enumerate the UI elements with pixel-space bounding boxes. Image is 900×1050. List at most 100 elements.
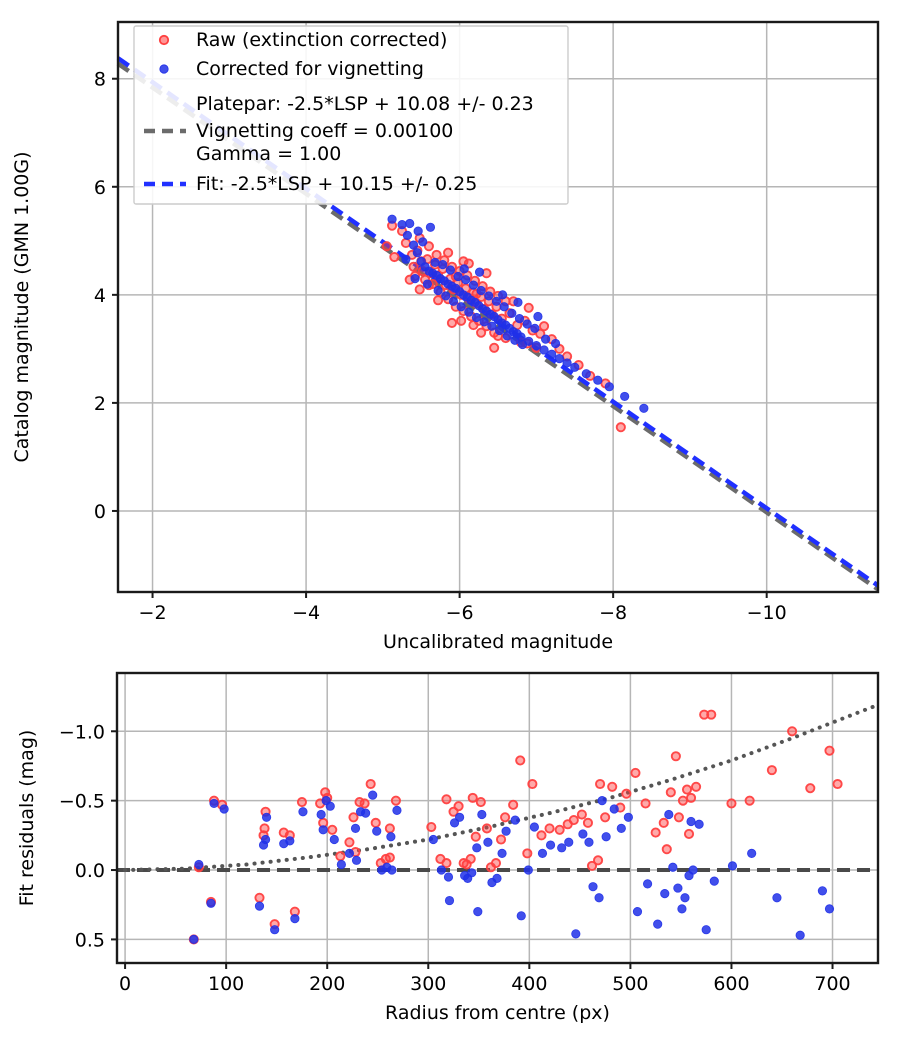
scatter-point: [467, 792, 478, 803]
x-tick-label: 700: [814, 973, 850, 995]
scatter-point: [492, 873, 502, 883]
scatter-point: [709, 876, 719, 886]
scatter-point: [433, 285, 443, 296]
series-corrected-for-vignetting: [189, 790, 835, 945]
scatter-point: [694, 819, 704, 829]
scatter-point: [673, 883, 683, 893]
scatter-point: [325, 801, 335, 811]
scatter-point: [408, 240, 419, 250]
scatter-point: [593, 855, 604, 866]
scatter-point: [445, 265, 456, 275]
scatter-point: [824, 904, 835, 914]
scatter-point: [581, 369, 591, 379]
data-points: [381, 214, 649, 433]
legend-entry-label: Corrected for vignetting: [196, 58, 424, 80]
scatter-point: [726, 798, 737, 809]
x-tick-label: 300: [410, 973, 446, 995]
scatter-point: [578, 829, 588, 839]
tick-labels: 0 100 200 300 400 500 600 700 0.5 0.0 −0.5 −1.0: [59, 721, 851, 995]
scatter-point: [490, 858, 502, 869]
y-axis-label: Catalog magnitude (GMN 1.00G): [11, 151, 33, 462]
series-corrected-for-vignetting: [387, 214, 649, 413]
scatter-point: [336, 859, 346, 870]
scatter-point: [285, 836, 295, 846]
residuals-panel-axes: 0 100 200 300 400 500 600 700 0.5 0.0 −0.5 −1.0 Radi…: [16, 671, 880, 1024]
scatter-point: [545, 840, 556, 850]
scatter-point: [544, 823, 555, 834]
scatter-point: [664, 809, 674, 820]
x-axis-label: Radius from centre (px): [385, 1002, 610, 1024]
x-tick-label: −2: [139, 602, 167, 624]
scatter-point: [660, 889, 670, 899]
scatter-point: [458, 256, 469, 267]
scatter-point: [570, 362, 580, 372]
scatter-point: [515, 755, 526, 766]
scatter-point: [594, 893, 604, 903]
scatter-point: [414, 284, 425, 295]
scatter-point: [601, 832, 611, 842]
scatter-point: [621, 788, 632, 799]
legend-entry: Corrected for vignetting: [159, 58, 424, 80]
scatter-point: [430, 257, 440, 268]
photometry-panel-axes: −2 −4 −6 −8 −10 0 2 4 6 8 Uncalibrated magnitude Ca…: [11, 20, 880, 653]
scatter-point: [595, 778, 606, 790]
x-tick-label: −10: [747, 602, 787, 624]
x-tick-label: 0: [119, 973, 131, 995]
scatter-point: [400, 237, 411, 249]
scatter-point: [372, 826, 382, 836]
scatter-point: [483, 837, 493, 847]
scatter-point: [408, 261, 419, 272]
scatter-point: [384, 823, 395, 834]
scatter-point: [476, 327, 487, 338]
x-tick-label: 600: [713, 973, 749, 995]
scatter-point: [501, 826, 511, 836]
scatter-point: [327, 824, 338, 835]
scatter-point: [361, 808, 371, 818]
scatter-point: [491, 296, 502, 306]
scatter-point: [513, 297, 523, 308]
scatter-point: [428, 834, 438, 845]
scatter-point: [423, 241, 434, 252]
scatter-point: [464, 307, 474, 317]
scatter-point: [500, 812, 511, 823]
scatter-point: [494, 325, 505, 336]
scatter-point: [351, 855, 362, 865]
scatter-point: [620, 391, 630, 402]
x-tick-label: −8: [599, 602, 627, 624]
scatter-point: [522, 319, 532, 329]
scatter-point: [640, 798, 651, 809]
scatter-point: [630, 767, 641, 778]
legend-box: Raw (extinction corrected) Corrected for …: [133, 25, 569, 205]
x-tick-label: 400: [511, 973, 547, 995]
scatter-point: [474, 267, 485, 277]
scatter-point: [650, 827, 661, 838]
scatter-point: [653, 919, 663, 929]
legend-marker-dot: [158, 34, 170, 46]
scatter-point: [536, 830, 547, 841]
scatter-point: [260, 834, 271, 845]
scatter-point: [531, 341, 541, 351]
scatter-point: [387, 214, 397, 224]
legend-entry-label: Gamma = 1.00: [196, 143, 341, 165]
scatter-point: [318, 825, 328, 835]
scatter-point: [588, 882, 598, 892]
scatter-point: [386, 832, 396, 842]
gridlines: [117, 673, 878, 963]
scatter-point: [489, 342, 500, 353]
scatter-point: [206, 898, 216, 908]
scatter-point: [616, 823, 626, 834]
scatter-point: [727, 861, 738, 871]
scatter-point: [508, 799, 519, 810]
scatter-point: [510, 335, 520, 345]
scatter-point: [475, 796, 486, 808]
scatter-point: [468, 320, 479, 331]
scatter-point: [431, 249, 442, 260]
scatter-point: [564, 837, 574, 847]
scatter-point: [623, 812, 633, 822]
scatter-point: [359, 798, 370, 809]
y-tick-label: 0: [94, 501, 106, 523]
tick-labels: −2 −4 −6 −8 −10 0 2 4 6 8: [94, 69, 787, 624]
scatter-point: [824, 745, 835, 756]
scatter-point: [443, 872, 454, 882]
